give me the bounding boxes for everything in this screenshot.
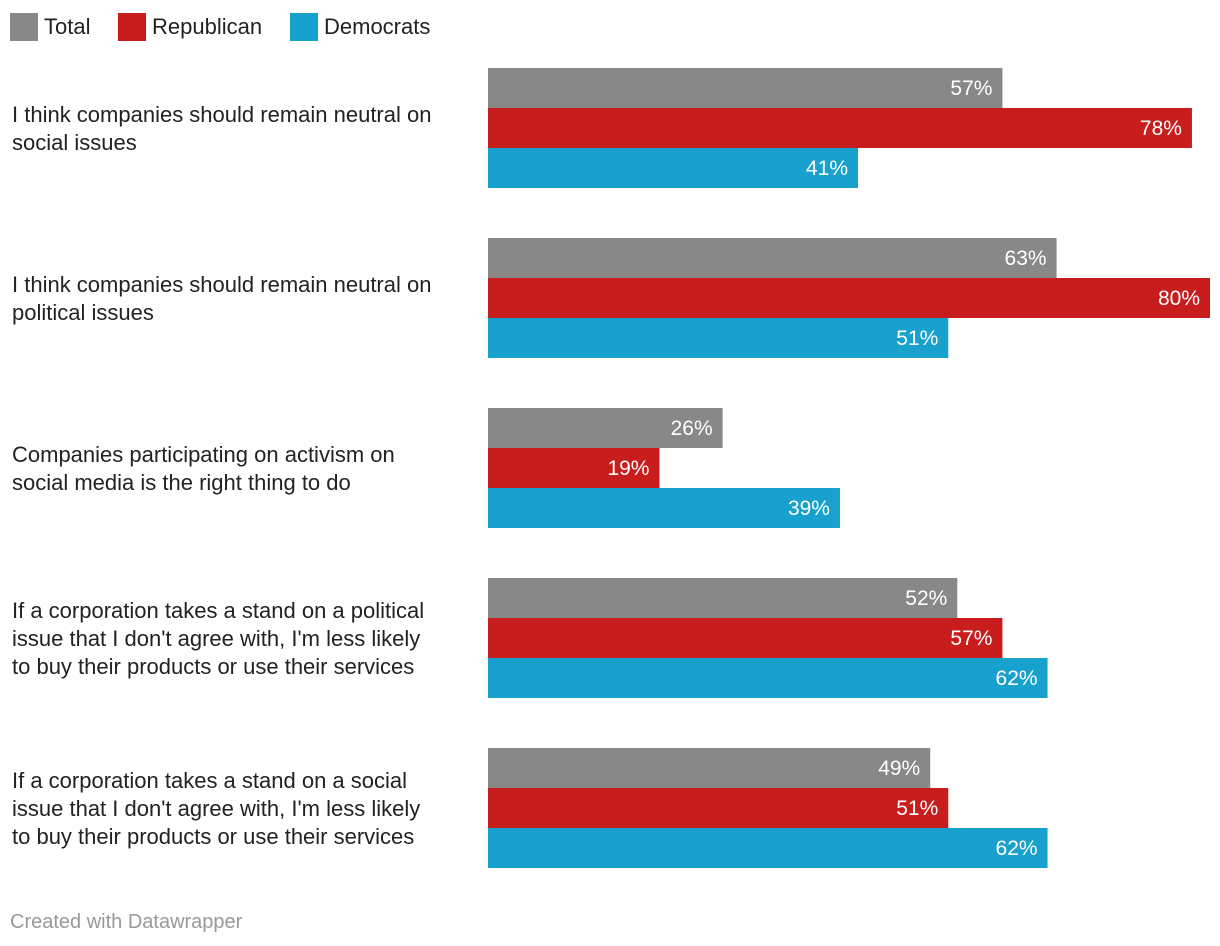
legend-label-republican: Republican	[152, 14, 262, 39]
data-label-democrats: 51%	[896, 327, 938, 350]
category-label: If a corporation takes a stand on a poli…	[12, 598, 424, 679]
category-label-line: social issues	[12, 130, 137, 155]
data-label-republican: 80%	[1158, 287, 1200, 310]
category-label-line: issue that I don't agree with, I'm less …	[12, 796, 420, 821]
data-label-total: 63%	[1005, 247, 1047, 270]
bar-republican	[488, 788, 949, 828]
category-label-line: issue that I don't agree with, I'm less …	[12, 626, 420, 651]
bar-republican	[488, 618, 1003, 658]
bar-democrats	[488, 488, 840, 528]
category-label-line: Companies participating on activism on	[12, 442, 395, 467]
legend-label-total: Total	[44, 14, 90, 39]
bar-republican	[488, 108, 1192, 148]
legend-swatch-republican	[118, 13, 146, 41]
data-label-democrats: 39%	[788, 497, 830, 520]
bar-total	[488, 578, 958, 618]
data-label-total: 57%	[950, 77, 992, 100]
category-label-line: social media is the right thing to do	[12, 470, 351, 495]
data-label-total: 52%	[905, 587, 947, 610]
data-label-total: 26%	[671, 417, 713, 440]
data-label-republican: 19%	[607, 457, 649, 480]
category-labels: I think companies should remain neutral …	[12, 102, 431, 849]
category-label-line: I think companies should remain neutral …	[12, 102, 431, 127]
data-label-republican: 57%	[950, 627, 992, 650]
category-label-line: If a corporation takes a stand on a poli…	[12, 598, 424, 623]
category-label: I think companies should remain neutral …	[12, 102, 431, 155]
bar-total	[488, 238, 1057, 278]
legend-swatch-democrats	[290, 13, 318, 41]
category-label-line: political issues	[12, 300, 154, 325]
category-label-line: to buy their products or use their servi…	[12, 824, 414, 849]
data-label-total: 49%	[878, 757, 920, 780]
data-label-republican: 51%	[896, 797, 938, 820]
category-label: If a corporation takes a stand on a soci…	[12, 768, 420, 849]
data-label-democrats: 62%	[996, 837, 1038, 860]
legend-swatch-total	[10, 13, 38, 41]
bar-total	[488, 408, 723, 448]
legend-label-democrats: Democrats	[324, 14, 430, 39]
bar-republican	[488, 278, 1210, 318]
bar-democrats	[488, 828, 1048, 868]
category-label: Companies participating on activism on so…	[12, 442, 395, 495]
data-label-republican: 78%	[1140, 117, 1182, 140]
legend: Total Republican Democrats	[10, 13, 430, 41]
data-label-democrats: 62%	[996, 667, 1038, 690]
bars: 57%78%41%63%80%51%26%19%39%52%57%62%49%5…	[488, 68, 1210, 868]
bar-total	[488, 748, 931, 788]
bar-democrats	[488, 318, 949, 358]
bar-total	[488, 68, 1003, 108]
category-label-line: to buy their products or use their servi…	[12, 654, 414, 679]
category-label-line: If a corporation takes a stand on a soci…	[12, 768, 407, 793]
footer-credit: Created with Datawrapper	[10, 911, 243, 933]
category-label-line: I think companies should remain neutral …	[12, 272, 431, 297]
bar-democrats	[488, 658, 1048, 698]
bar-democrats	[488, 148, 859, 188]
category-label: I think companies should remain neutral …	[12, 272, 431, 325]
data-label-democrats: 41%	[806, 157, 848, 180]
bar-republican	[488, 448, 660, 488]
